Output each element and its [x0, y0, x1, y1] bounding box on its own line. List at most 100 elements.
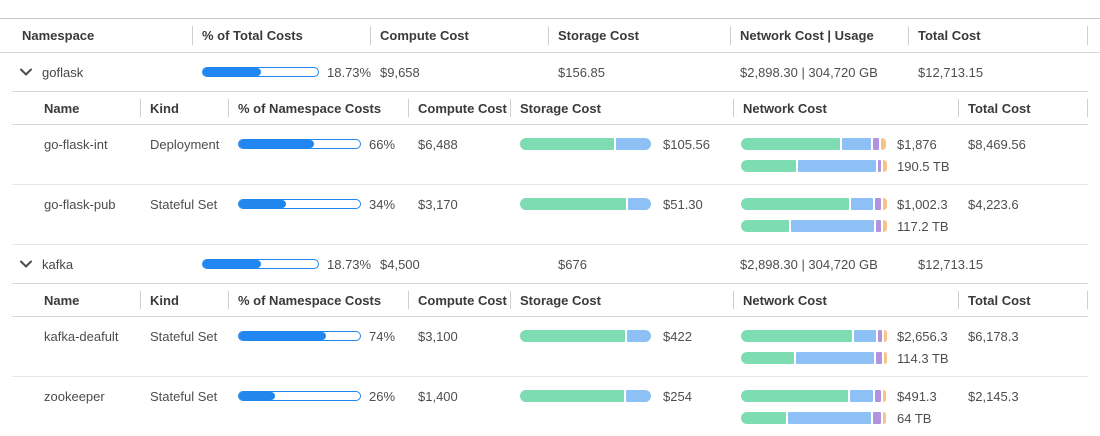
network-usage-bar: [741, 220, 887, 232]
pct-namespace-meter: [238, 199, 361, 209]
network-seg-orange: [882, 390, 886, 402]
subcol-header-pct-namespace-costs: % of Namespace Costs: [228, 284, 408, 316]
network-usage-label: 190.5 TB: [897, 158, 950, 174]
network-seg-blue: [851, 198, 873, 210]
col-header-storage-cost: Storage Cost: [548, 19, 730, 52]
storage-cost-cell: $254: [510, 385, 733, 407]
network-usage-line: 117.2 TB: [741, 215, 949, 237]
network-cost-line: $1,002.3: [741, 193, 948, 215]
storage-cost-label: $254: [663, 388, 692, 404]
storage-cost-cell: $422: [510, 325, 733, 347]
storage-cost-cell: $51.30: [510, 193, 733, 215]
network-seg-purple: [877, 330, 883, 342]
col-header-total-cost: Total Cost: [908, 19, 1100, 52]
network-cost-line: $1,876: [741, 133, 937, 155]
network-usage-seg-green: [741, 352, 795, 364]
workload-name: zookeeper: [44, 388, 105, 404]
network-usage-seg-orange: [884, 352, 887, 364]
total-cost-value: $2,145.3: [968, 388, 1019, 404]
subcol-header-pct-namespace-costs: % of Namespace Costs: [228, 92, 408, 124]
network-cost-bar: [741, 330, 888, 342]
compute-cost-value: $4,500: [380, 256, 420, 272]
storage-seg-green: [520, 198, 627, 210]
network-usage-seg-blue: [788, 412, 872, 424]
namespace-row-goflask[interactable]: goflask 18.73% $9,658 $156.85 $2,898.30 …: [0, 53, 1100, 91]
network-usage-line: 64 TB: [741, 407, 931, 429]
subcol-header-compute-cost: Compute Cost: [408, 284, 510, 316]
network-seg-blue: [849, 390, 873, 402]
network-usage-bar: [741, 160, 888, 172]
workload-subtable-kafka: Name Kind % of Namespace Costs Compute C…: [12, 283, 1088, 436]
compute-cost-value: $6,488: [418, 136, 458, 152]
network-seg-green: [741, 330, 852, 342]
network-usage-line: 114.3 TB: [741, 347, 949, 369]
workload-name: go-flask-int: [44, 136, 108, 152]
namespace-name-cell: goflask: [0, 65, 192, 80]
subcol-header-total-cost: Total Cost: [958, 284, 1088, 316]
compute-cost-value: $3,100: [418, 328, 458, 344]
network-seg-orange: [882, 198, 887, 210]
network-usage-seg-green: [741, 220, 789, 232]
pct-namespace-meter: [238, 331, 361, 341]
pct-total-label: 18.73%: [327, 64, 372, 80]
storage-seg-blue: [616, 138, 651, 150]
namespace-name: goflask: [42, 64, 84, 80]
total-cost-value: $8,469.56: [968, 136, 1026, 152]
workload-row-go-flask-pub: go-flask-pub Stateful Set 34% $3,170 $51…: [12, 185, 1088, 245]
pct-total-meter: [202, 67, 319, 77]
network-seg-purple: [874, 390, 881, 402]
storage-cost-bar: [520, 198, 653, 210]
storage-cost-label: $422: [663, 328, 692, 344]
workload-subtable-goflask: Name Kind % of Namespace Costs Compute C…: [12, 91, 1088, 245]
namespace-name-cell: kafka: [0, 257, 192, 272]
col-header-network-cost-usage: Network Cost | Usage: [730, 19, 908, 52]
pct-namespace-label: 34%: [369, 196, 396, 212]
network-cost-line: $2,656.3: [741, 325, 948, 347]
pct-namespace-label: 66%: [369, 136, 396, 152]
namespace-row-kafka[interactable]: kafka 18.73% $4,500 $676 $2,898.30 | 304…: [0, 245, 1100, 283]
network-usage-bar: [741, 412, 887, 424]
pct-namespace-label: 26%: [369, 388, 396, 404]
network-cost-cell: $1,876 190.5 TB: [733, 133, 958, 177]
subcol-header-storage-cost: Storage Cost: [510, 284, 733, 316]
workload-kind: Stateful Set: [150, 388, 218, 404]
storage-seg-blue: [627, 330, 651, 342]
network-seg-purple: [874, 198, 881, 210]
network-cost-label: $1,876: [897, 136, 937, 152]
network-cost-label: $491.3: [897, 388, 937, 404]
pct-namespace-meter: [238, 391, 361, 401]
col-header-compute-cost: Compute Cost: [370, 19, 548, 52]
network-cost-cell: $1,002.3 117.2 TB: [733, 193, 958, 237]
chevron-down-icon[interactable]: [20, 68, 32, 76]
network-usage-seg-purple: [877, 160, 881, 172]
workload-subtable-header: Name Kind % of Namespace Costs Compute C…: [12, 91, 1088, 125]
network-cost-cell: $491.3 64 TB: [733, 385, 958, 429]
network-usage-bar: [741, 352, 887, 364]
network-usage-seg-purple: [873, 412, 881, 424]
storage-cost-cell: $105.56: [510, 133, 733, 155]
total-cost-value: $6,178.3: [968, 328, 1019, 344]
namespace-cost-table: Namespace % of Total Costs Compute Cost …: [0, 18, 1100, 436]
network-seg-green: [741, 198, 850, 210]
network-usage-seg-purple: [876, 352, 883, 364]
storage-seg-blue: [625, 390, 651, 402]
compute-cost-value: $9,658: [380, 64, 420, 80]
network-seg-orange: [881, 138, 886, 150]
storage-cost-label: $51.30: [663, 196, 703, 212]
network-usage-seg-blue: [790, 220, 875, 232]
storage-cost-value: $676: [558, 256, 587, 272]
storage-seg-green: [520, 138, 615, 150]
network-seg-blue: [853, 330, 876, 342]
storage-cost-bar: [520, 390, 653, 402]
network-seg-orange: [884, 330, 888, 342]
pct-namespace-cell: 66%: [228, 133, 408, 155]
chevron-down-icon[interactable]: [20, 260, 32, 268]
workload-row-kafka-deafult: kafka-deafult Stateful Set 74% $3,100 $4…: [12, 317, 1088, 377]
pct-total-cell: 18.73%: [192, 64, 372, 80]
pct-namespace-cell: 26%: [228, 385, 408, 407]
subcol-header-name: Name: [44, 292, 80, 308]
workload-kind: Deployment: [150, 136, 220, 152]
network-usage-seg-blue: [798, 160, 876, 172]
main-table-header: Namespace % of Total Costs Compute Cost …: [0, 19, 1100, 53]
